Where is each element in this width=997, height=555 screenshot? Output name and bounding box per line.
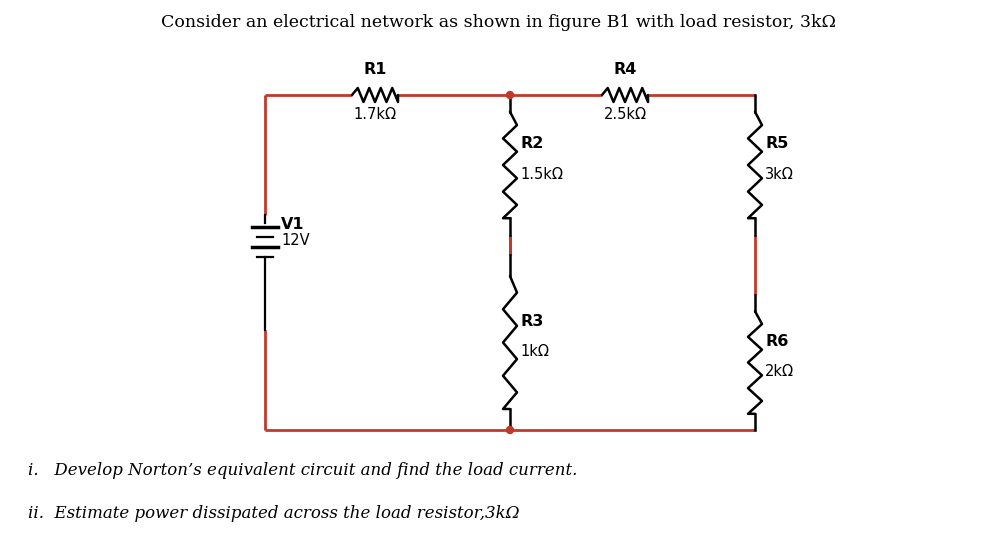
Text: R5: R5: [765, 136, 789, 151]
Text: Consider an electrical network as shown in figure B1 with load resistor, 3kΩ: Consider an electrical network as shown …: [161, 14, 835, 31]
Text: 1.7kΩ: 1.7kΩ: [354, 107, 397, 122]
Text: 1.5kΩ: 1.5kΩ: [520, 167, 563, 182]
Text: R1: R1: [363, 62, 387, 77]
Text: 1kΩ: 1kΩ: [520, 345, 549, 360]
Text: V1: V1: [281, 217, 304, 232]
Text: 2.5kΩ: 2.5kΩ: [603, 107, 646, 122]
Circle shape: [506, 92, 513, 98]
Text: 12V: 12V: [281, 233, 310, 248]
Text: i.   Develop Norton’s equivalent circuit and find the load current.: i. Develop Norton’s equivalent circuit a…: [28, 462, 577, 479]
Circle shape: [506, 426, 513, 433]
Text: ii.  Estimate power dissipated across the load resistor,3kΩ: ii. Estimate power dissipated across the…: [28, 505, 519, 522]
Text: R6: R6: [765, 334, 789, 349]
Text: R3: R3: [520, 314, 543, 329]
Text: R2: R2: [520, 136, 543, 151]
Text: 3kΩ: 3kΩ: [765, 167, 794, 182]
Text: 2kΩ: 2kΩ: [765, 365, 794, 380]
Text: R4: R4: [613, 62, 637, 77]
